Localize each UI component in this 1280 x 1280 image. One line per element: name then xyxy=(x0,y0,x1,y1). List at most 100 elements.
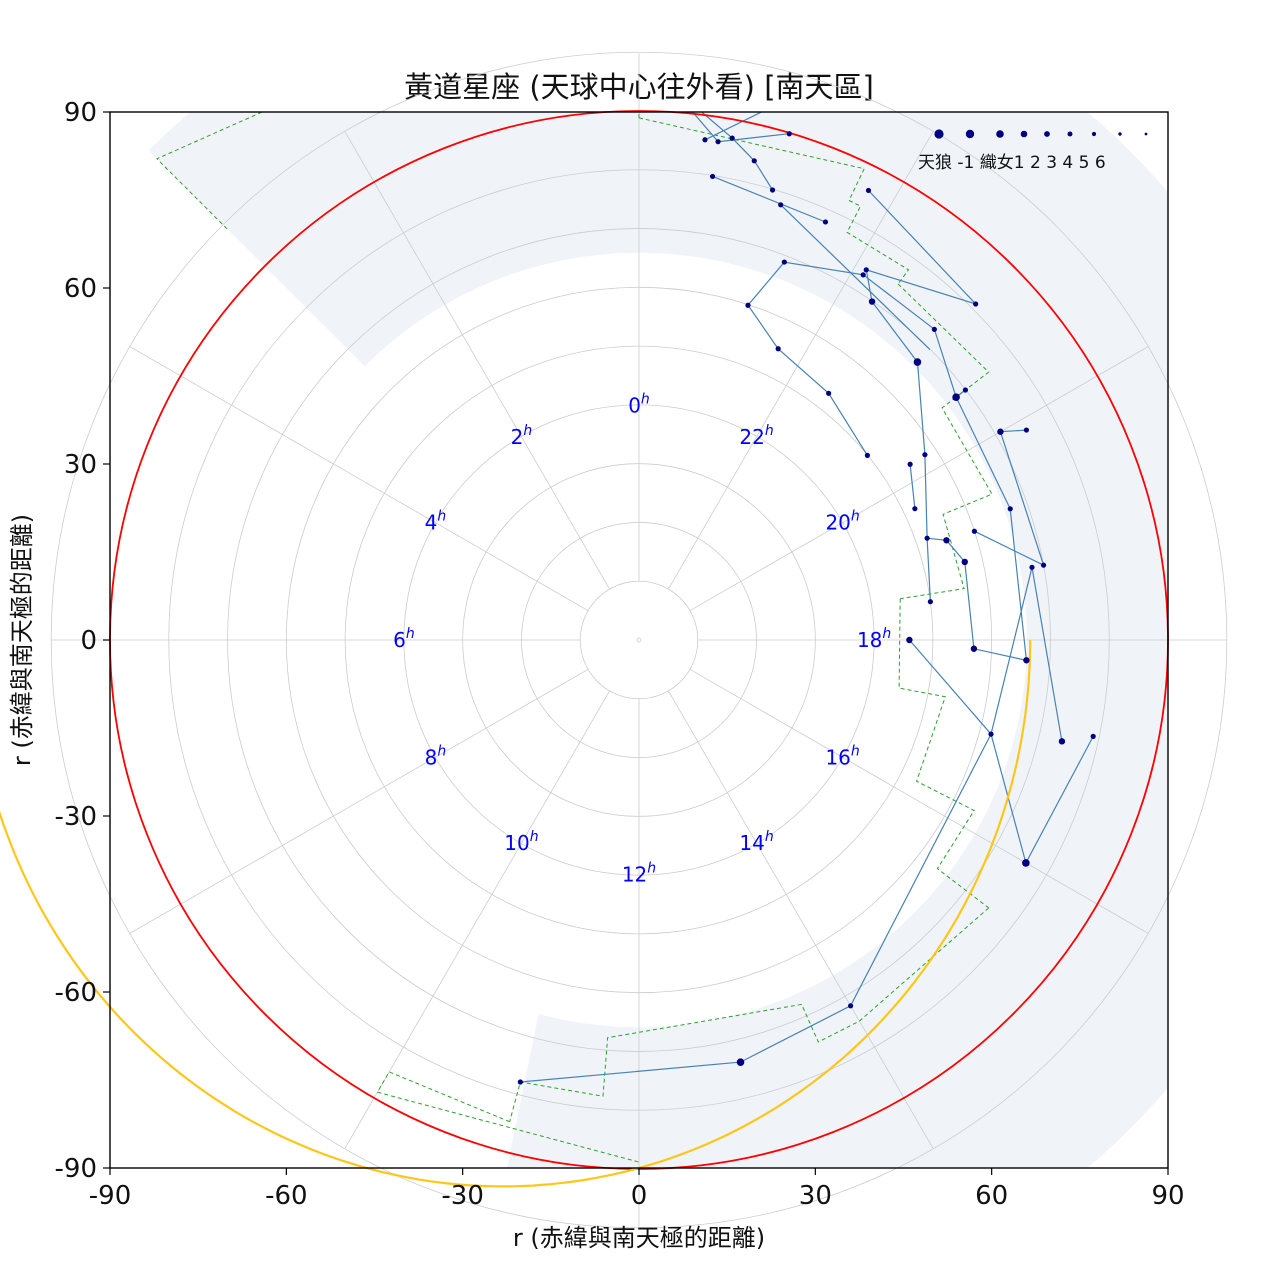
legend-marker xyxy=(1118,132,1122,136)
star-point xyxy=(971,528,978,534)
legend-marker xyxy=(1067,131,1073,137)
star-point xyxy=(511,46,516,51)
x-tick-label: -90 xyxy=(89,1181,131,1211)
legend-marker xyxy=(1020,130,1028,138)
hour-label: 20h xyxy=(825,509,859,535)
y-tick-label: -60 xyxy=(55,978,97,1008)
star-point xyxy=(906,636,913,644)
star-point xyxy=(444,46,449,51)
constellation-line xyxy=(700,112,774,191)
grid-spoke xyxy=(129,668,589,934)
star-point xyxy=(517,1079,523,1085)
star-point xyxy=(860,272,866,278)
star-point xyxy=(715,139,721,145)
x-tick-label: -60 xyxy=(265,1181,307,1211)
hour-label: 16h xyxy=(825,743,859,769)
legend-marker xyxy=(934,129,944,139)
constellation-boundary xyxy=(897,283,993,600)
star-point xyxy=(864,452,870,458)
x-tick-label: 30 xyxy=(799,1181,832,1211)
star-point xyxy=(863,267,869,273)
star-point xyxy=(729,135,735,141)
x-tick-label: -30 xyxy=(441,1181,483,1211)
star-point xyxy=(822,219,829,225)
constellation-line xyxy=(712,175,826,223)
star-point xyxy=(1058,738,1066,745)
star-point xyxy=(1029,564,1035,570)
constellation-line xyxy=(927,389,1028,662)
constellation-line xyxy=(780,204,931,351)
hour-label: 10h xyxy=(504,829,538,855)
x-axis-label: r (赤緯與南天極的距離) xyxy=(513,1224,765,1252)
star-point xyxy=(786,131,792,137)
y-tick-label: -90 xyxy=(55,1154,97,1184)
star-point xyxy=(702,137,708,143)
star-point xyxy=(769,187,776,193)
legend-marker xyxy=(965,129,975,139)
star-point xyxy=(281,91,286,96)
y-tick-label: 0 xyxy=(80,626,97,656)
grid-spoke xyxy=(344,131,610,590)
star-point xyxy=(1040,562,1047,568)
star-point xyxy=(961,558,968,566)
star-point xyxy=(927,599,933,605)
hour-label: 0h xyxy=(628,391,650,417)
x-tick-label: 90 xyxy=(1151,1181,1184,1211)
star-point xyxy=(865,187,872,194)
grid-spoke xyxy=(689,668,1149,934)
star-point xyxy=(453,19,458,24)
star-point xyxy=(868,298,876,305)
star-point xyxy=(973,301,979,307)
stars xyxy=(281,19,1096,1085)
hour-label: 6h xyxy=(393,626,415,652)
x-axis-ticks: -90 -60 -30 0 30 60 90 xyxy=(89,1168,1185,1211)
constellation-line xyxy=(524,23,575,33)
y-axis-ticks: -90 -60 -30 0 30 60 90 xyxy=(55,98,110,1184)
star-point xyxy=(580,106,585,111)
star-point xyxy=(1090,733,1096,739)
star-point xyxy=(1007,506,1013,512)
constellation-region-fill xyxy=(148,112,1168,1168)
grid-spoke xyxy=(344,690,610,1149)
x-tick-label: 0 xyxy=(631,1181,648,1211)
constellation-boundary xyxy=(898,598,990,909)
hour-label: 18h xyxy=(857,626,891,652)
star-point xyxy=(709,173,716,180)
hour-label: 22h xyxy=(739,423,773,449)
hour-labels: 0h 2h 4h 6h 8h 10h 12h 14h 16h 18h 20h 22h xyxy=(393,391,891,886)
constellation-boundary xyxy=(846,200,910,285)
constellation-line xyxy=(974,429,1045,567)
star-point xyxy=(970,645,978,652)
x-tick-label: 60 xyxy=(975,1181,1008,1211)
star-point xyxy=(952,393,960,401)
constellation-line xyxy=(383,48,429,66)
hour-label: 4h xyxy=(425,509,447,535)
star-point xyxy=(426,46,431,51)
star-point xyxy=(1023,427,1030,433)
hour-label: 8h xyxy=(425,743,447,769)
y-tick-label: 30 xyxy=(64,450,97,480)
star-point xyxy=(907,461,913,467)
star-point xyxy=(736,1058,745,1066)
constellation-boundary xyxy=(638,117,865,201)
constellation-line xyxy=(865,190,978,602)
constellation-line xyxy=(704,112,763,141)
polar-grid xyxy=(50,51,1228,1229)
y-tick-label: 60 xyxy=(64,274,97,304)
star-point xyxy=(924,535,930,541)
star-point xyxy=(997,428,1004,435)
hour-label: 14h xyxy=(739,829,773,855)
star-point xyxy=(931,326,937,332)
star-point xyxy=(922,452,928,458)
star-point xyxy=(912,506,918,512)
star-point xyxy=(848,1003,854,1009)
star-point xyxy=(962,387,969,393)
star-point xyxy=(522,20,527,25)
star-point xyxy=(751,158,757,164)
star-point xyxy=(913,358,922,366)
star-point xyxy=(988,731,994,737)
hour-label: 2h xyxy=(511,423,533,449)
star-point xyxy=(775,346,781,352)
